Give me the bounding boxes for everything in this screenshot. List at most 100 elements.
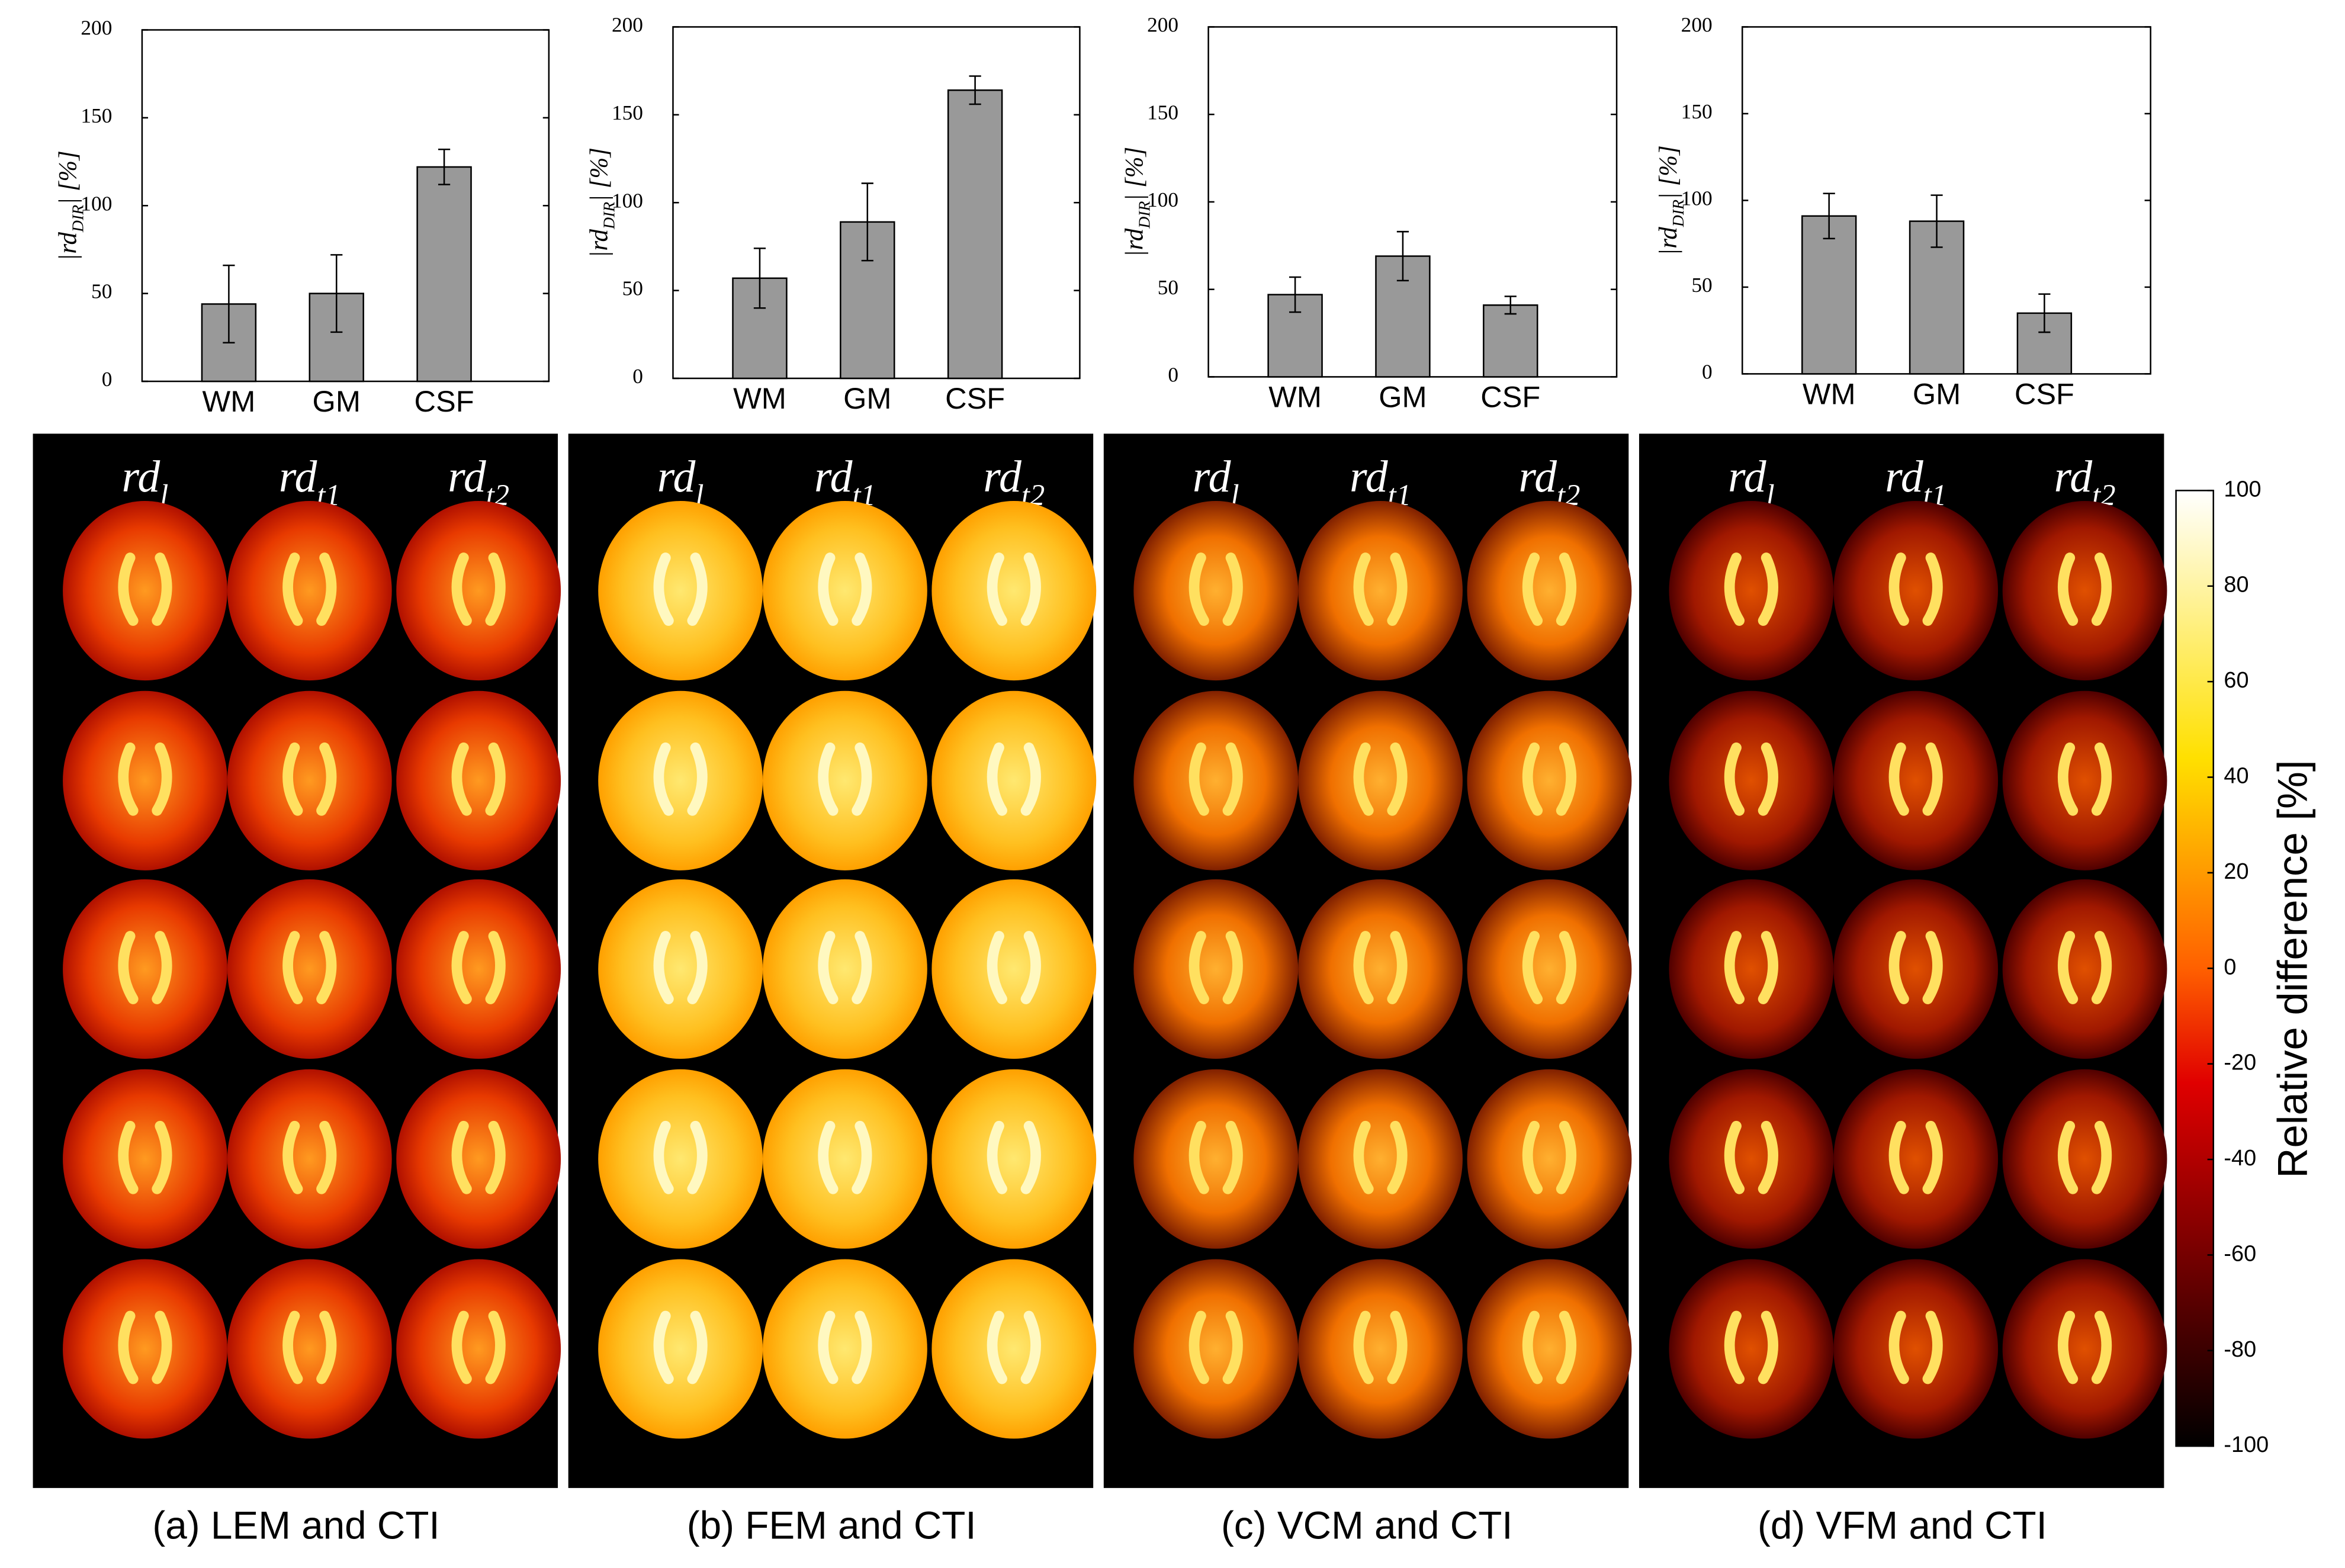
y-tick-label: 150 [81,104,112,127]
brain-slice [1298,1069,1463,1249]
column-label-base: rd [983,452,1022,502]
column-label-base: rd [1350,452,1389,502]
ventricle [818,1310,872,1384]
brain-slice [396,1259,561,1439]
colorbar [2175,490,2215,1447]
ventricle [282,1310,337,1384]
colorbar-tick-label: 60 [2224,668,2248,693]
ventricle [987,552,1041,626]
panel-caption: (b) FEM and CTI [687,1503,976,1547]
ventricle [1522,1310,1576,1384]
brain-slice [598,1259,763,1439]
x-tick-label: CSF [945,381,1005,415]
y-axis-label-base: |rd [1655,227,1682,256]
brain-slice [1467,879,1632,1059]
y-tick-label: 0 [632,364,643,388]
ventricle [653,931,708,1004]
brain-slice [931,501,1097,681]
y-tick-label: 150 [612,101,643,124]
y-axis-label-end: | [%] [1655,145,1682,200]
colorbar-tick-label: -100 [2224,1432,2269,1457]
y-tick-label: 0 [1168,363,1178,387]
ventricle [818,931,872,1004]
brain-slice [1669,690,1834,870]
y-axis-label: |rdDIR| [%] [585,147,618,258]
x-tick-label: GM [843,381,891,415]
y-axis-label-end: | [%] [585,147,613,202]
y-tick-label: 150 [1681,99,1713,123]
column-label: rdt1 [814,452,876,512]
ventricle [451,1120,506,1194]
brain-slice [598,501,763,681]
ventricle [2057,931,2112,1004]
y-tick-label: 0 [102,367,113,391]
x-tick-label: CSF [1480,380,1540,414]
brain-slice [1833,1259,1999,1439]
ventricle [653,1310,708,1384]
y-tick-label: 150 [1147,100,1178,124]
y-tick-label: 50 [91,279,112,303]
colorbar-tick-label: -60 [2224,1241,2256,1266]
ventricle [118,742,172,816]
brain-slice [598,1069,763,1249]
ventricle [2057,552,2112,626]
brain-slice [1833,690,1999,870]
column-label: rdt2 [983,452,1045,512]
brain-slice [1467,501,1632,681]
x-tick-label: WM [203,384,256,418]
ventricle [1724,742,1778,816]
ventricle [818,1120,872,1194]
brain-slice [63,1069,227,1249]
brain-slice [396,1069,561,1249]
y-axis-label-base: |rd [54,232,82,261]
brain-slice [1833,879,1999,1059]
brain-slice [1669,1259,1834,1439]
brain-slice [763,1259,927,1439]
column-label-base: rd [814,452,853,502]
ventricle [1353,1120,1408,1194]
ventricle [2057,742,2112,816]
ventricle [987,1120,1041,1194]
colorbar-tick-label: 80 [2224,573,2248,597]
brain-slice [227,501,392,681]
brain-slice [2002,1069,2167,1249]
ventricle [1522,931,1576,1004]
ventricle [653,742,708,816]
brain-slice [396,879,561,1059]
y-axis-label-base: |rd [1120,228,1148,257]
x-tick-label: GM [313,384,361,418]
brain-slice [1133,501,1299,681]
brain-slice [63,1259,227,1439]
ventricle [1188,931,1243,1004]
ventricle [1353,742,1408,816]
brain-slice [63,501,227,681]
brain-slice [931,690,1097,870]
brain-slice [1298,879,1463,1059]
ventricle [987,1310,1041,1384]
brain-slice [598,879,763,1059]
brain-slice [1133,1069,1299,1249]
brain-slice [1467,690,1632,870]
column-label: rdl [1193,452,1239,512]
column-label-base: rd [122,452,161,502]
brain-slice [763,879,927,1059]
brain-slice [1298,1259,1463,1439]
column-label-base: rd [657,452,696,502]
ventricle [1188,1120,1243,1194]
colorbar-tick-label: 0 [2224,955,2236,979]
colorbar-tick-label: -40 [2224,1146,2256,1171]
y-axis-label: |rdDIR| [%] [1120,147,1154,257]
ventricle [1888,1120,1943,1194]
ventricle [818,742,872,816]
column-label-base: rd [1519,452,1558,502]
brain-slice [396,501,561,681]
ventricle [1522,742,1576,816]
brain-slice [1133,1259,1299,1439]
ventricle [1353,1310,1408,1384]
x-tick-label: CSF [415,384,474,418]
brain-slice [2002,1259,2167,1439]
y-tick-label: 50 [622,277,643,300]
ventricle [2057,1120,2112,1194]
y-axis-label: |rdDIR| [%] [1655,145,1688,255]
ventricle [118,931,172,1004]
